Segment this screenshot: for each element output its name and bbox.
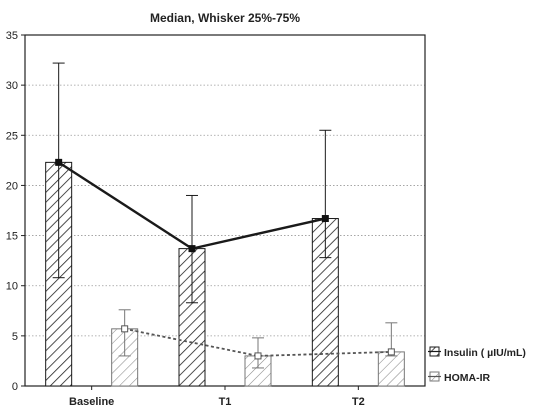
bars [45, 161, 405, 387]
y-tick-label: 20 [6, 180, 18, 192]
median-line [124, 327, 392, 357]
y-tick-label: 0 [12, 381, 18, 393]
legend-label: HOMA-IR [444, 372, 490, 384]
median-point [188, 245, 196, 253]
median-point [321, 215, 329, 223]
y-tick-label: 15 [6, 231, 18, 243]
whiskers [52, 62, 398, 369]
median-lines [55, 158, 395, 360]
median-point [55, 158, 63, 166]
median-point [121, 325, 129, 333]
axes: 0 5 10 15 20 25 30 35 Baseline T1 T2 [6, 30, 426, 408]
legend: Insulin ( µIU/mL) HOMA-IR [428, 346, 526, 384]
bar [377, 351, 405, 387]
median-point [254, 352, 262, 360]
y-tick-label: 30 [6, 80, 18, 92]
grid-lines [25, 84, 425, 337]
plot-frame [24, 34, 426, 387]
y-tick-label: 25 [6, 130, 18, 142]
y-tick-label: 10 [6, 281, 18, 293]
y-tick-label: 35 [6, 30, 18, 42]
legend-label: Insulin ( µIU/mL) [444, 347, 526, 359]
x-tick-label: T1 [219, 396, 232, 408]
x-tick-label: T2 [352, 396, 365, 408]
y-tick-label: 5 [12, 331, 18, 343]
x-tick-label: Baseline [69, 396, 114, 408]
chart-title: Median, Whisker 25%-75% [150, 11, 300, 25]
median-point [387, 348, 395, 356]
